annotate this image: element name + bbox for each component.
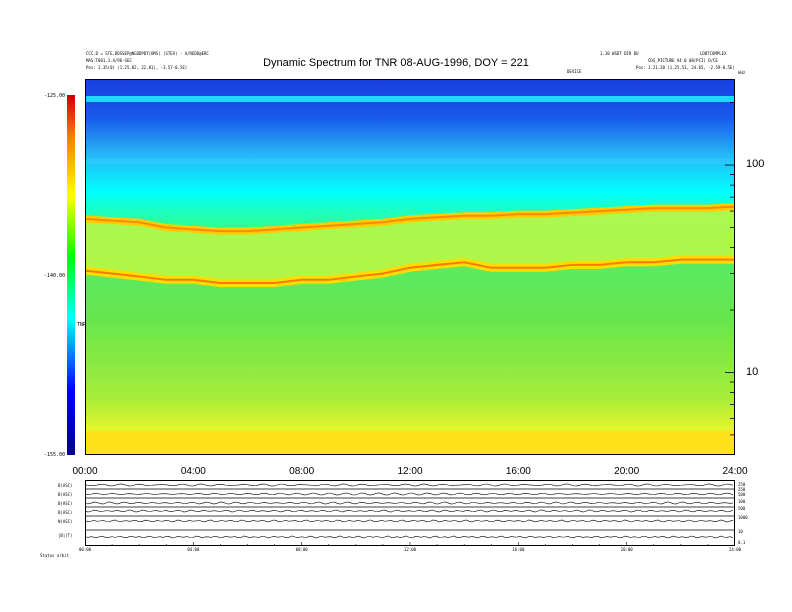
upper-boundary-line bbox=[85, 258, 735, 285]
mag-bottom-tick-label: 16:00 bbox=[512, 547, 525, 552]
mag-label-1: B(ASC) bbox=[58, 483, 73, 488]
mag-label-3: B(ASC) bbox=[58, 501, 73, 506]
header-right-line2: LDBTCOMPLEX bbox=[700, 51, 727, 56]
x-tick-label: 00:00 bbox=[72, 466, 98, 477]
mag-right-tick-label: 500 bbox=[738, 492, 746, 497]
x-tick-label: 12:00 bbox=[397, 466, 423, 477]
mag-label-5: N(ASC) bbox=[58, 519, 73, 524]
header-right-line4: Pos: 1.21.20 (1.25.53, 24.65, -2.59-0.5E… bbox=[636, 65, 735, 70]
mag-right-tick-label: 250 bbox=[738, 487, 746, 492]
header-right-line3: CDS_PICTURE V4.0 08(PCI) D/CE bbox=[648, 58, 718, 63]
mag-bottom-tick-label: 00:00 bbox=[79, 547, 92, 552]
unit-label: kHz bbox=[738, 70, 746, 75]
lower-boundary-line bbox=[85, 205, 735, 233]
cyan-stripe-2 bbox=[85, 159, 735, 164]
magnetometer-panels bbox=[85, 480, 735, 546]
x-tick-label: 20:00 bbox=[614, 466, 640, 477]
x-tick-label: 08:00 bbox=[289, 466, 315, 477]
spectrogram bbox=[85, 79, 735, 455]
x-tick-label: 24:00 bbox=[722, 466, 748, 477]
mag-trace bbox=[85, 501, 734, 505]
colorbar-tick-mid: -140.00 bbox=[44, 273, 66, 279]
mag-right-tick-label: 100 bbox=[738, 499, 746, 504]
mag-trace bbox=[85, 535, 734, 539]
mag-bottom-tick-label: 08:00 bbox=[295, 547, 308, 552]
colorbar-label: TNR bbox=[77, 322, 87, 328]
mag-right-tick-label: 1000 bbox=[738, 515, 748, 520]
mag-bottom-tick-label: 24:00 bbox=[729, 547, 742, 552]
mag-label-2: B(ASC) bbox=[58, 492, 73, 497]
header-left-line1: CCC.D = STE,DDSSEP@NGDDPDT(OMS) (STEV) -… bbox=[86, 51, 209, 56]
right-axis-ticks bbox=[725, 102, 735, 455]
spectrum-frame bbox=[85, 79, 735, 455]
mag-trace bbox=[85, 492, 734, 496]
header-left-line3: Pos: 1.35(0) (1.25.02, 22.81), -3.57-0.5… bbox=[86, 65, 188, 70]
mag-right-tick-label: 0.1 bbox=[738, 540, 746, 545]
y-tick-100: 100 bbox=[746, 158, 765, 170]
header-center-small: DEVICE bbox=[567, 69, 582, 74]
mag-right-tick-label: 250 bbox=[738, 482, 746, 487]
cyan-stripe bbox=[85, 96, 735, 102]
mag-status-label: Status orbit bbox=[40, 553, 69, 558]
chart-title: Dynamic Spectrum for TNR 08-AUG-1996, DO… bbox=[263, 57, 529, 69]
mag-right-tick-label: 500 bbox=[738, 506, 746, 511]
mag-frame bbox=[85, 480, 735, 546]
mag-trace bbox=[85, 509, 734, 513]
header-left-line2: MAS:T001.3.4/96-SEC bbox=[86, 58, 132, 63]
mag-bottom-tick-label: 12:00 bbox=[404, 547, 417, 552]
header-right-line1: 1.10 WSDT DIR DU bbox=[600, 51, 639, 56]
mag-right-tick-label: 10 bbox=[738, 529, 743, 534]
x-tick-label: 04:00 bbox=[180, 466, 206, 477]
mag-label-6: |B|(T) bbox=[58, 533, 73, 538]
mag-trace bbox=[85, 519, 734, 523]
colorbar-tick-bottom: -155.00 bbox=[44, 452, 66, 458]
colorbar bbox=[67, 95, 75, 455]
mag-label-4: B(ASC) bbox=[58, 510, 73, 515]
emission-bands bbox=[85, 203, 735, 431]
x-tick-label: 16:00 bbox=[505, 466, 531, 477]
y-tick-10: 10 bbox=[746, 366, 759, 378]
bottom-yellow-band bbox=[85, 431, 735, 455]
mag-bottom-tick-label: 20:00 bbox=[620, 547, 633, 552]
mag-bottom-tick-label: 04:00 bbox=[187, 547, 200, 552]
colorbar-tick-top: -125.00 bbox=[44, 93, 66, 99]
mag-trace bbox=[85, 483, 734, 487]
